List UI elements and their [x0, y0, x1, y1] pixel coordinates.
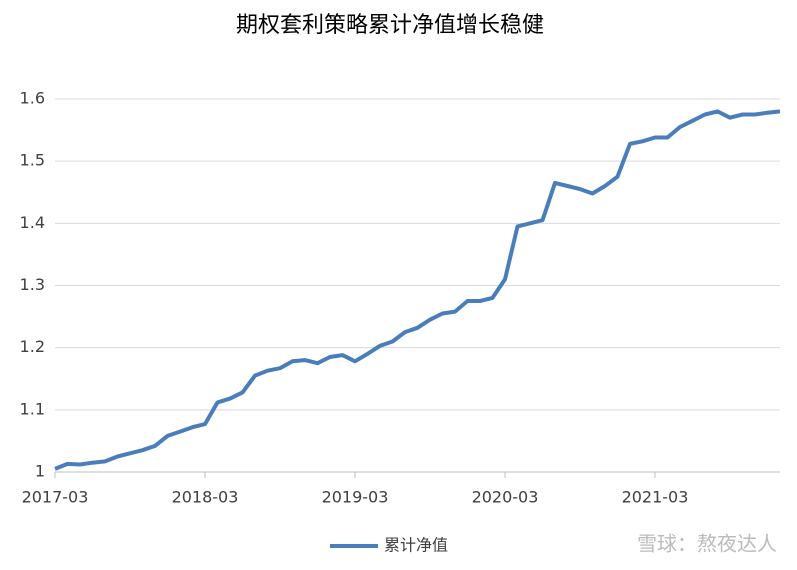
watermark: 雪球：熬夜达人	[637, 532, 777, 556]
x-tick-label: 2018-03	[172, 488, 239, 507]
y-tick-label: 1.4	[20, 213, 45, 232]
y-tick-label: 1	[35, 462, 45, 481]
y-tick-label: 1.3	[20, 275, 45, 294]
x-tick-label: 2021-03	[622, 488, 689, 507]
x-tick-label: 2019-03	[322, 488, 389, 507]
line	[54, 109, 781, 471]
y-tick-label: 1.5	[20, 151, 45, 170]
y-tick-label: 1.6	[20, 89, 45, 108]
legend-label: 累计净值	[384, 536, 448, 555]
x-tick-label: 2017-03	[22, 488, 89, 507]
y-tick-label: 1.2	[20, 337, 45, 356]
chart-title: 期权套利策略累计净值增长稳健	[236, 13, 544, 38]
x-tick-label: 2020-03	[472, 488, 539, 507]
y-tick-label: 1.1	[20, 399, 45, 418]
